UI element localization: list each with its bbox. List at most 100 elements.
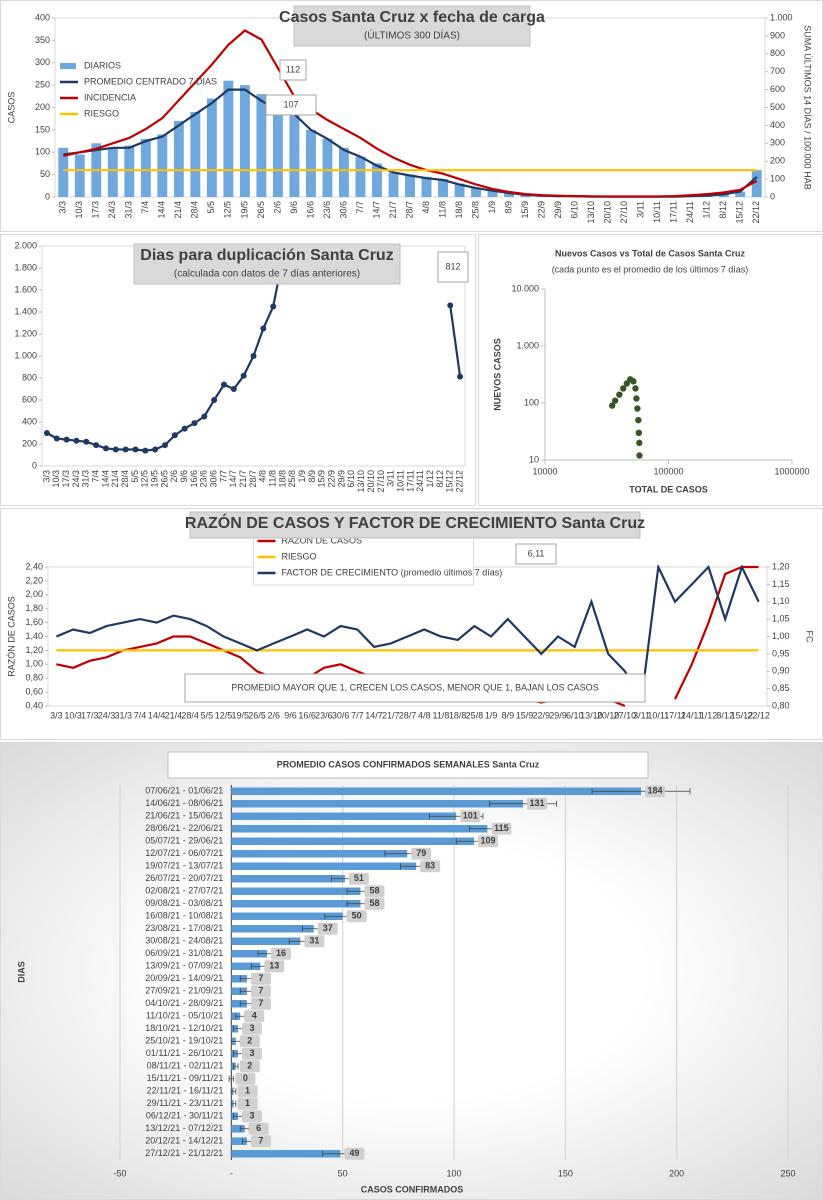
- y-tick-label: 11/10/21 - 05/10/21: [146, 1011, 223, 1021]
- bar: [231, 987, 247, 995]
- x-tick-label: 7/7: [355, 201, 365, 214]
- y2-tick-label: 0,90: [772, 666, 790, 676]
- bar: [231, 1137, 247, 1145]
- x-tick-label: 4/8: [418, 710, 431, 720]
- value-label: 1: [245, 1086, 250, 1096]
- x-tick-label: 20/10: [597, 710, 620, 720]
- x-tick-label: -: [230, 1168, 233, 1178]
- bar: [231, 800, 524, 808]
- x-tick-label: 13/10: [580, 710, 603, 720]
- x-tick-label: 15/12: [445, 470, 455, 493]
- y-tick-label: 27/12/21 - 21/12/21: [145, 1148, 223, 1158]
- chart-title: Nuevos Casos vs Total de Casos Santa Cru…: [555, 248, 745, 258]
- x-tick-label: 25/8: [470, 201, 480, 219]
- bar: [223, 80, 234, 197]
- x-tick-label: 24/3: [107, 201, 117, 219]
- bar: [157, 134, 168, 197]
- bar: [735, 191, 746, 197]
- x-tick-label: 30/6: [209, 470, 219, 488]
- x-tick-label: 29/9: [553, 201, 563, 219]
- y-tick-label: 09/08/21 - 03/08/21: [145, 898, 223, 908]
- chart-border: [0, 742, 823, 1200]
- y-tick-label: 14/06/21 - 08/06/21: [145, 798, 223, 808]
- bar: [231, 950, 267, 958]
- y-tick-label: 02/08/21 - 27/07/21: [145, 886, 223, 896]
- x-tick-label: 26/5: [256, 201, 266, 219]
- annotation: PROMEDIO MAYOR QUE 1, CRECEN LOS CASOS, …: [231, 682, 598, 692]
- value-label-box: [364, 885, 385, 898]
- x-tick-label: 3/11: [636, 201, 646, 218]
- y2-tick-label: 1.000: [770, 12, 793, 22]
- value-label-box: [420, 860, 441, 873]
- y-tick-label: 1,60: [25, 617, 43, 627]
- legend-label: RIESGO: [282, 551, 317, 561]
- x-tick-label: 18/8: [277, 470, 287, 488]
- value-label-box: [237, 1097, 258, 1110]
- y-tick-label: 1,40: [25, 631, 43, 641]
- y-tick-label: 200: [35, 102, 50, 112]
- y-tick-label: 1.800: [14, 262, 37, 272]
- point: [634, 405, 641, 412]
- x-tick-label: 24/11: [415, 470, 425, 492]
- y-tick-label: 2,40: [25, 561, 43, 571]
- value-label: 1: [245, 1098, 250, 1108]
- value-label-box: [239, 1060, 260, 1073]
- y2-axis-label: FC: [805, 631, 815, 643]
- value-label-box: [270, 947, 291, 960]
- x-tick-label: 2/6: [169, 470, 179, 483]
- y-tick-label: 28/06/21 - 22/06/21: [145, 823, 223, 833]
- x-tick-label: 15/9: [516, 710, 534, 720]
- point: [230, 386, 237, 392]
- x-tick-label: 31/3: [114, 710, 132, 720]
- value-label: 7: [258, 973, 263, 983]
- x-tick-label: 12/5: [223, 201, 233, 219]
- x-tick-label: 15/9: [317, 470, 327, 488]
- x-tick-label: 24/11: [681, 710, 703, 720]
- x-tick-label: 16/6: [305, 201, 315, 219]
- y-tick-label: 26/07/21 - 20/07/21: [145, 873, 223, 883]
- point: [250, 353, 257, 359]
- error-bar: [591, 788, 691, 795]
- y2-tick-label: 400: [770, 120, 785, 130]
- value-label-box: [244, 1010, 265, 1023]
- x-tick-label: 9/6: [179, 470, 189, 483]
- chart-subtitle: (cada punto es el promedio de los último…: [552, 264, 749, 274]
- y-tick-label: 400: [35, 12, 50, 22]
- x-tick-label: 14/4: [157, 201, 167, 219]
- x-tick-label: 5/5: [206, 201, 216, 214]
- value-label: 4: [252, 1011, 257, 1021]
- x-tick-label: 22/12: [454, 470, 464, 493]
- bar: [231, 862, 417, 870]
- y-tick-label: 16/08/21 - 10/08/21: [145, 911, 223, 921]
- value-label: 6: [256, 1123, 261, 1133]
- y-tick-label: 10.000: [511, 283, 539, 293]
- bar: [231, 1000, 247, 1008]
- bar: [256, 94, 267, 197]
- x-tick-label: 100: [446, 1168, 461, 1178]
- x-tick-label: 25/8: [466, 710, 484, 720]
- bar: [322, 138, 333, 197]
- value-label: 109: [481, 836, 496, 846]
- bar: [504, 192, 515, 197]
- bar: [718, 194, 729, 197]
- x-tick-label: 17/11: [405, 470, 415, 492]
- x-tick-label: 21/7: [238, 470, 248, 488]
- chart-border: [478, 234, 823, 506]
- x-tick-label: 2/6: [272, 201, 282, 214]
- legend-label: DIARIOS: [84, 60, 121, 70]
- value-label-box: [248, 1122, 269, 1135]
- point: [620, 385, 627, 392]
- y-tick-label: 1,00: [25, 659, 43, 669]
- y2-tick-label: 1,05: [772, 614, 790, 624]
- point: [633, 395, 640, 402]
- point: [220, 381, 227, 388]
- y2-tick-label: 0,85: [772, 683, 790, 693]
- bar: [239, 85, 250, 197]
- y-tick-label: 20/09/21 - 14/09/21: [145, 973, 223, 983]
- y2-tick-label: 0,95: [772, 648, 790, 658]
- x-tick-label: 5/5: [201, 710, 214, 720]
- x-axis-label: TOTAL DE CASOS: [629, 484, 708, 494]
- value-label-box: [239, 1035, 260, 1048]
- y-tick-label: 05/07/21 - 29/06/21: [145, 836, 223, 846]
- y2-tick-label: 100: [770, 173, 785, 183]
